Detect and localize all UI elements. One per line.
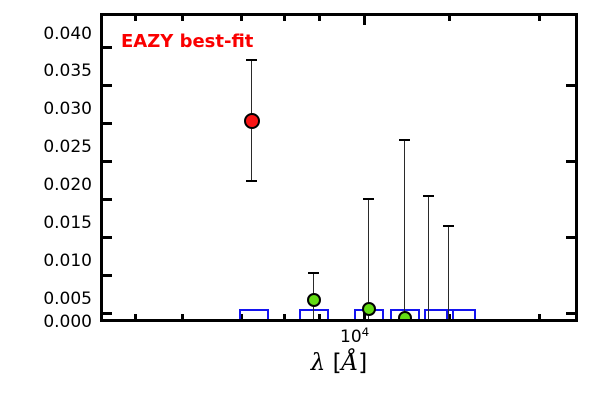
y-tick-mark-right [566,312,575,315]
filter-box [299,309,329,319]
x-tick-mark-minor [181,314,184,319]
y-tick-mark-right [566,236,575,239]
error-bar-vertical [428,196,429,319]
x-tick-mark-minor [240,314,243,319]
error-bar-vertical [368,199,369,319]
x-tick-label-major: 104 [340,325,370,347]
y-tick-mark [103,198,112,201]
x-tick-mark-minor [448,314,451,319]
filter-box [424,309,454,319]
error-bar-cap-upper [399,139,410,141]
x-axis-title-symbol: λ [310,350,326,376]
y-tick-mark [103,274,112,277]
y-tick-mark [103,160,112,163]
y-tick-mark [103,84,112,87]
x-axis-title-bracket-close: ] [358,350,368,376]
x-tick-mark-top [283,16,286,21]
x-tick-mark-minor [538,314,541,319]
x-axis-title-unit: Å [341,350,359,376]
error-bar-vertical [448,226,449,319]
x-tick-mark-top-major [363,16,366,25]
y-tick-mark [103,312,112,315]
y-tick-label: 0.020 [43,175,92,195]
error-bar-cap-upper [443,225,454,227]
x-tick-mark-top [538,16,541,21]
filter-box [239,309,269,319]
data-point-green [307,293,321,307]
error-bar-cap-upper [308,272,319,274]
x-tick-mark-top [134,16,137,21]
y-tick-label: 0.025 [43,137,92,157]
x-tick-mark-top [448,16,451,21]
x-tick-mark-minor [283,314,286,319]
x-axis-title-bracket-open: [ [325,350,342,376]
y-tick-mark [103,236,112,239]
annotation-label: EAZY best-fit [121,31,254,52]
y-tick-label: 0.010 [43,251,92,271]
y-tick-label: 0.040 [43,24,92,44]
filter-box [446,309,476,319]
y-tick-label: 0.030 [43,99,92,119]
filter-box [390,309,420,319]
x-tick-mark-top [181,16,184,21]
plot-data-area: EAZY best-fit [103,16,575,319]
y-tick-mark [103,122,112,125]
data-point-green [398,311,412,319]
y-tick-label: 0.005 [43,289,92,309]
x-tick-label-mantissa: 10 [340,326,362,347]
y-tick-mark-right [566,160,575,163]
error-bar-cap-upper [246,59,257,61]
error-bar-cap-upper [363,198,374,200]
error-bar-vertical [404,140,405,319]
y-tick-mark [103,46,112,49]
y-tick-label: 0.035 [43,61,92,81]
x-tick-mark-top [240,16,243,21]
x-tick-mark-top [318,16,321,21]
data-point-green [362,302,376,316]
error-bar-cap-lower [246,180,257,182]
y-tick-label: 0.000 [43,312,92,332]
error-bar-cap-upper [423,195,434,197]
x-tick-mark-minor [134,314,137,319]
x-tick-label-exponent: 4 [361,325,370,339]
x-tick-mark-minor [318,314,321,319]
y-tick-mark-right [566,84,575,87]
data-point-red [244,113,260,129]
x-axis-title: λ [Å] [100,352,578,375]
plot-frame: EAZY best-fit [100,13,578,322]
y-tick-label: 0.015 [43,213,92,233]
